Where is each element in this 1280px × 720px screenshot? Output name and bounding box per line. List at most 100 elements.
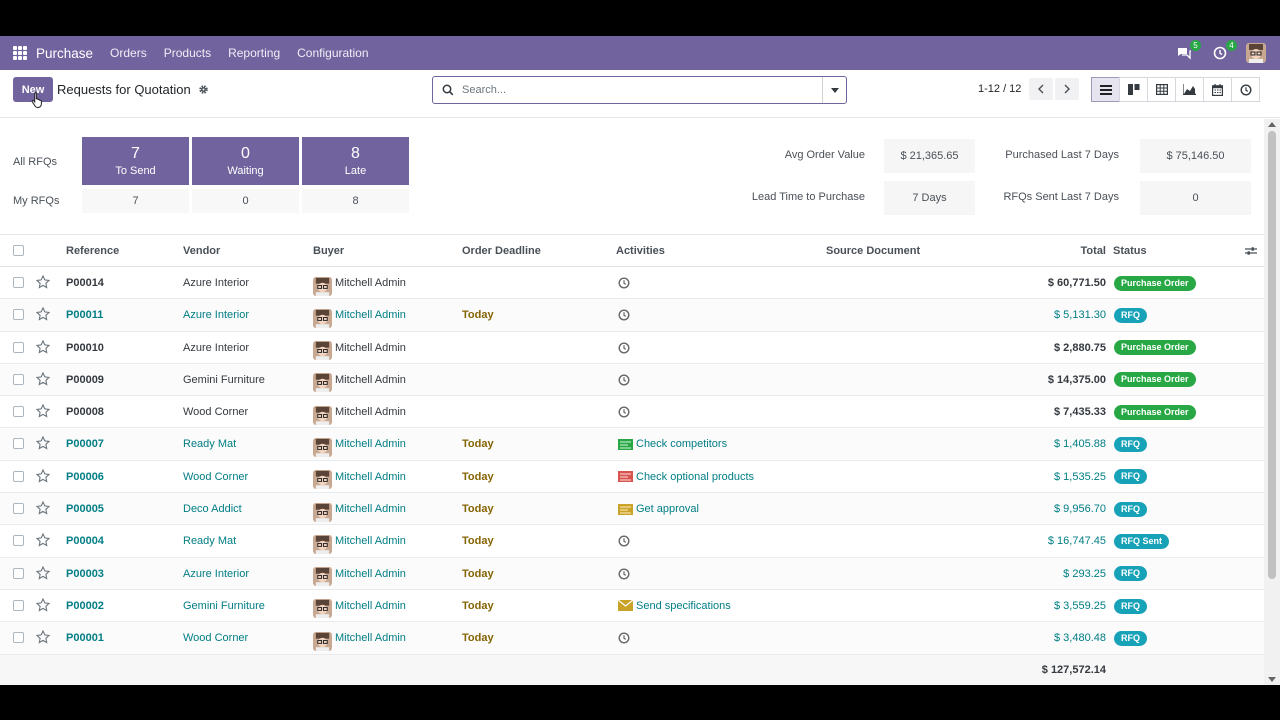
kanban-view-button[interactable] [1119, 77, 1148, 102]
calendar-view-button[interactable] [1203, 77, 1232, 102]
scroll-thumb[interactable] [1268, 131, 1276, 579]
row-activity[interactable]: Check competitors [618, 428, 727, 460]
clock-icon[interactable] [618, 535, 630, 547]
row-activity[interactable] [618, 396, 633, 428]
table-row[interactable]: P00007 Ready Mat Mitchell Admin Today Check … [0, 428, 1264, 461]
envelope-icon[interactable] [618, 600, 633, 612]
pager-next-button[interactable] [1055, 78, 1079, 100]
column-source-document[interactable]: Source Document [826, 245, 921, 257]
clock-icon[interactable] [618, 632, 630, 644]
table-row[interactable]: P00003 Azure Interior Mitchell Admin Today $… [0, 557, 1264, 590]
activity-summary[interactable]: Send specifications [636, 599, 731, 612]
my-late-count[interactable]: 8 [302, 189, 409, 213]
my-to-send-count[interactable]: 7 [82, 189, 189, 213]
row-activity[interactable]: Send specifications [618, 590, 731, 622]
to-send-tile[interactable]: 7 To Send [82, 137, 189, 185]
table-row[interactable]: P00008 Wood Corner Mitchell Admin $ 7,435.3… [0, 396, 1264, 429]
row-checkbox[interactable] [13, 535, 24, 547]
column-status[interactable]: Status [1113, 245, 1147, 257]
graph-view-button[interactable] [1175, 77, 1204, 102]
late-tile[interactable]: 8 Late [302, 137, 409, 185]
app-menu-grid-icon[interactable] [13, 46, 27, 60]
activity-view-button[interactable] [1231, 77, 1260, 102]
column-total[interactable]: Total [1080, 245, 1106, 257]
star-icon[interactable] [35, 306, 51, 324]
list-view-button[interactable] [1091, 77, 1120, 102]
star-icon[interactable] [35, 565, 51, 583]
row-checkbox[interactable] [13, 341, 24, 353]
row-activity[interactable]: Check optional products [618, 461, 754, 493]
column-settings-icon[interactable] [1245, 246, 1257, 256]
menu-reporting[interactable]: Reporting [228, 46, 281, 60]
menu-configuration[interactable]: Configuration [297, 46, 369, 60]
table-row[interactable]: P00004 Ready Mat Mitchell Admin Today $ 16,7… [0, 525, 1264, 558]
column-activities[interactable]: Activities [616, 245, 665, 257]
row-activity[interactable] [618, 558, 633, 590]
row-checkbox[interactable] [13, 373, 24, 385]
pivot-view-button[interactable] [1147, 77, 1176, 102]
row-checkbox[interactable] [13, 309, 24, 321]
clock-icon[interactable] [618, 342, 630, 354]
my-waiting-count[interactable]: 0 [192, 189, 299, 213]
task-red-icon[interactable] [618, 471, 633, 483]
star-icon[interactable] [35, 436, 51, 453]
table-row[interactable]: P00002 Gemini Furniture Mitchell Admin Toda… [0, 590, 1264, 623]
row-activity[interactable] [618, 299, 633, 331]
clock-icon[interactable] [618, 309, 630, 321]
star-icon[interactable] [35, 629, 51, 647]
table-row[interactable]: P00011 Azure Interior Mitchell Admin Today $… [0, 299, 1264, 332]
row-activity[interactable]: Get approval [618, 493, 699, 525]
activity-summary[interactable]: Check optional products [636, 470, 755, 483]
menu-products[interactable]: Products [163, 46, 212, 60]
row-checkbox[interactable] [13, 277, 24, 288]
table-row[interactable]: P00001 Wood Corner Mitchell Admin Today $ 3,… [0, 622, 1264, 655]
row-activity[interactable] [618, 622, 633, 654]
star-icon[interactable] [35, 533, 51, 550]
row-checkbox[interactable] [13, 599, 24, 611]
table-row[interactable]: P00010 Azure Interior Mitchell Admin $ 2,88… [0, 332, 1264, 364]
clock-icon[interactable] [618, 374, 630, 386]
row-checkbox[interactable] [13, 503, 24, 515]
row-activity[interactable] [618, 267, 633, 299]
pager-previous-button[interactable] [1029, 78, 1053, 100]
clock-icon[interactable] [618, 406, 630, 418]
search-input[interactable] [462, 84, 822, 96]
star-icon[interactable] [35, 468, 51, 486]
row-activity[interactable] [618, 364, 633, 396]
scroll-down-icon[interactable] [1268, 677, 1276, 682]
scroll-up-icon[interactable] [1268, 122, 1276, 127]
clock-icon[interactable] [618, 277, 630, 289]
vertical-scrollbar[interactable] [1264, 119, 1280, 685]
star-icon[interactable] [35, 597, 51, 615]
column-order-deadline[interactable]: Order Deadline [462, 245, 541, 257]
pager-value[interactable]: 1-12 / 12 [978, 83, 1022, 95]
activity-summary[interactable]: Get approval [636, 503, 699, 516]
column-reference[interactable]: Reference [66, 245, 120, 257]
star-icon[interactable] [35, 403, 51, 421]
star-icon[interactable] [35, 500, 51, 518]
row-activity[interactable] [618, 332, 633, 364]
new-button[interactable]: New [13, 77, 53, 102]
menu-orders[interactable]: Orders [110, 46, 147, 60]
row-checkbox[interactable] [13, 438, 24, 450]
user-avatar[interactable] [1246, 43, 1266, 63]
table-row[interactable]: P00009 Gemini Furniture Mitchell Admin $ 14… [0, 363, 1264, 397]
app-name[interactable]: Purchase [36, 45, 94, 61]
row-checkbox[interactable] [13, 470, 24, 482]
gear-icon[interactable] [198, 84, 209, 95]
row-checkbox[interactable] [13, 406, 24, 418]
row-activity[interactable] [618, 525, 633, 557]
waiting-tile[interactable]: 0 Waiting [192, 137, 299, 185]
column-buyer[interactable]: Buyer [313, 245, 345, 257]
star-icon[interactable] [35, 339, 51, 357]
row-checkbox[interactable] [13, 567, 24, 579]
table-row[interactable]: P00005 Deco Addict Mitchell Admin Today Get … [0, 493, 1264, 526]
clock-icon[interactable] [618, 568, 630, 580]
task-yellow-icon[interactable] [618, 503, 633, 515]
activities-button[interactable]: 4 [1210, 40, 1237, 63]
task-green-icon[interactable] [618, 438, 633, 450]
search-options-toggle[interactable] [822, 77, 846, 103]
table-row[interactable]: P00014 Azure Interior Mitchell Admin $ 60,7… [0, 267, 1264, 300]
star-icon[interactable] [35, 371, 51, 389]
star-icon[interactable] [35, 274, 51, 292]
